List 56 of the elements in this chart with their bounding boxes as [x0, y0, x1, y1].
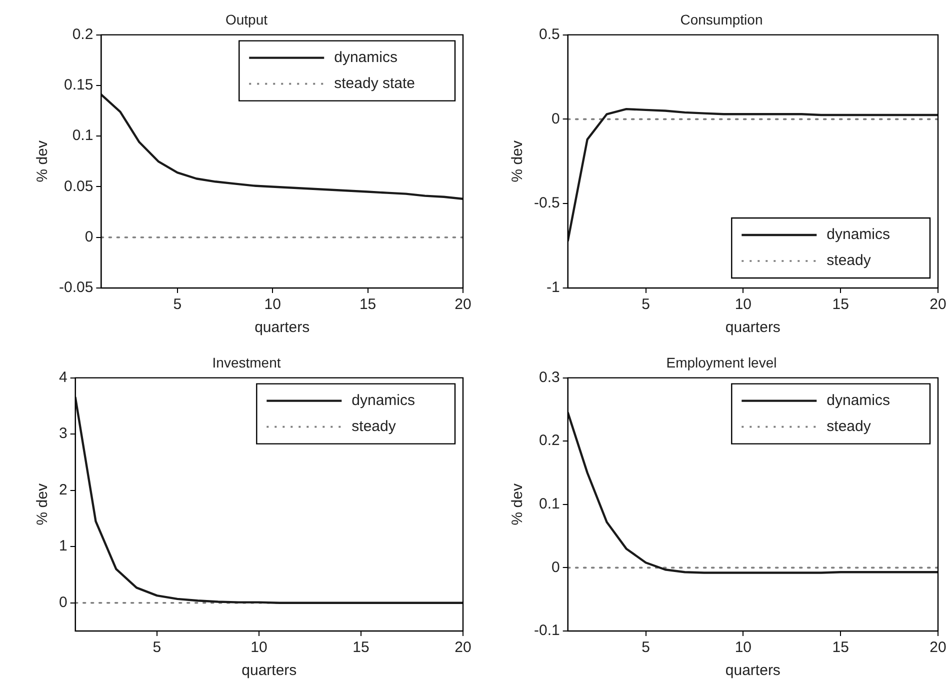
x-axis-title: quarters	[242, 662, 297, 680]
y-tick-label: 0	[552, 110, 560, 128]
y-tick-label: 0.5	[538, 26, 560, 43]
x-tick-label: 10	[734, 639, 752, 656]
x-tick-label: 15	[359, 296, 376, 314]
x-tick-label: 5	[642, 296, 650, 314]
legend-label: steady	[826, 418, 872, 435]
y-axis-title: % dev	[509, 483, 526, 526]
x-tick-label: 10	[264, 296, 281, 314]
x-axis-title: quarters	[725, 662, 780, 680]
y-tick-label: 0.2	[538, 432, 560, 450]
legend-label: steady	[826, 252, 872, 270]
y-tick-label: 0.1	[538, 496, 560, 513]
x-tick-label: 10	[250, 639, 268, 656]
y-tick-label: 0	[59, 594, 68, 612]
legend-label: dynamics	[334, 48, 398, 66]
y-tick-label: -0.05	[58, 279, 94, 296]
y-tick-label: 0.15	[64, 76, 94, 94]
y-tick-label: 0	[552, 558, 560, 576]
x-tick-label: 15	[832, 639, 849, 656]
y-tick-label: 0	[84, 228, 94, 246]
y-tick-label: 0.2	[72, 26, 94, 43]
x-tick-label: 20	[930, 296, 946, 314]
y-tick-label: 3	[59, 425, 68, 442]
legend-label: dynamics	[826, 392, 890, 409]
y-tick-label: -0.1	[534, 622, 560, 640]
y-tick-label: 2	[59, 481, 68, 498]
y-axis-title: % dev	[509, 140, 526, 182]
y-tick-label: 4	[59, 368, 68, 386]
y-axis-title: % dev	[34, 140, 52, 182]
y-axis-title: % dev	[34, 483, 52, 526]
chart-title: Consumption	[680, 11, 763, 28]
legend-label: dynamics	[826, 226, 890, 244]
y-tick-label: -1	[546, 279, 560, 296]
x-tick-label: 20	[930, 639, 946, 656]
chart-title: Output	[225, 11, 268, 28]
y-tick-label: 1	[59, 538, 68, 555]
x-tick-label: 5	[173, 296, 182, 314]
legend-label: steady state	[334, 74, 416, 92]
chart-title: Employment level	[666, 354, 777, 370]
x-tick-label: 10	[734, 296, 752, 314]
x-tick-label: 5	[152, 639, 162, 656]
x-axis-title: quarters	[254, 319, 310, 336]
legend-label: steady	[352, 418, 396, 435]
legend-label: dynamics	[352, 392, 416, 409]
y-tick-label: -0.5	[534, 194, 560, 212]
y-tick-label: 0.3	[538, 368, 560, 386]
x-tick-label: 15	[832, 296, 849, 314]
y-tick-label: 0.1	[72, 127, 94, 144]
x-tick-label: 20	[454, 639, 472, 656]
x-tick-label: 5	[642, 639, 650, 656]
chart-title: Investment	[212, 354, 281, 370]
x-tick-label: 20	[454, 296, 472, 314]
x-axis-title: quarters	[725, 319, 780, 336]
x-tick-label: 15	[352, 639, 370, 656]
y-tick-label: 0.05	[64, 178, 94, 195]
